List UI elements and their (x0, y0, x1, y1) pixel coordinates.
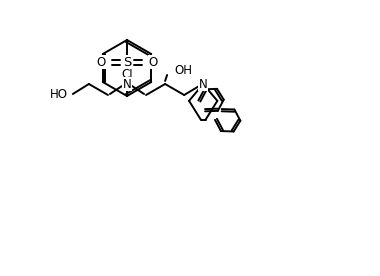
Text: O: O (148, 55, 158, 68)
Text: S: S (123, 55, 131, 68)
Text: HO: HO (50, 89, 68, 102)
Text: N: N (199, 78, 207, 91)
Text: Cl: Cl (121, 68, 133, 81)
Text: O: O (97, 55, 106, 68)
Text: OH: OH (174, 63, 192, 76)
Text: N: N (123, 78, 131, 91)
